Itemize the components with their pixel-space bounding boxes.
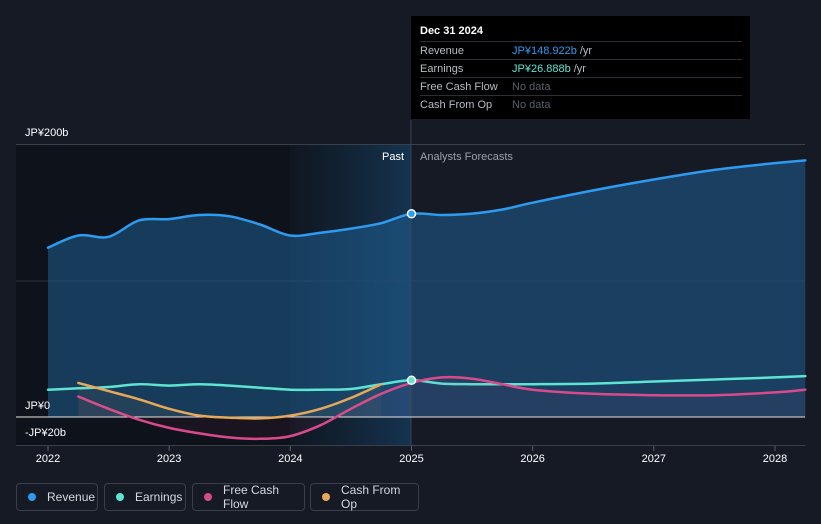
tooltip-row-revenue: Revenue JP¥148.922b /yr [420,41,742,59]
tooltip-label: Cash From Op [420,98,493,111]
tooltip-row-cash-from-op: Cash From Op No data [420,95,742,113]
free-cash-flow-line [77,375,807,441]
cash-from-op-line [77,381,383,420]
legend-item-cash-from-op[interactable]: Cash From Op [310,483,419,511]
tooltip-value: No data [512,80,551,93]
earnings-marker [406,375,417,386]
earnings-line [46,374,807,392]
y-label-top: JP¥200b [25,127,68,139]
tooltip: Dec 31 2024 Revenue JP¥148.922b /yr Earn… [411,16,750,119]
past-label: Past [382,151,404,163]
tooltip-row-free-cash-flow: Free Cash Flow No data [420,77,742,95]
x-tick-label: 2027 [642,453,666,465]
forecast-label: Analysts Forecasts [420,151,513,163]
tooltip-row-earnings: Earnings JP¥26.888b /yr [420,59,742,77]
tooltip-value: JP¥148.922b [512,44,577,57]
tooltip-value: JP¥26.888b [512,62,571,75]
tooltip-value: No data [512,98,551,111]
x-tick-label: 2023 [157,453,181,465]
x-tick-label: 2026 [520,453,544,465]
revenue-marker [406,209,417,219]
legend-label: Revenue [47,490,96,504]
legend-item-revenue[interactable]: Revenue [16,483,98,511]
legend-item-earnings[interactable]: Earnings [104,483,186,511]
legend-label: Earnings [135,490,183,504]
y-label-bottom: -JP¥20b [25,427,66,439]
legend-dot-icon [322,493,330,501]
legend-dot-icon [28,493,36,501]
tooltip-date: Dec 31 2024 [420,25,483,37]
legend-dot-icon [116,493,124,501]
legend-dot-icon [204,493,212,501]
legend-label: Cash From Op [341,483,401,511]
free-cash-flow-area [78,377,806,439]
legend-item-free-cash-flow[interactable]: Free Cash Flow [192,483,305,511]
cash-from-op-area [78,382,382,419]
y-label-zero: JP¥0 [25,400,50,412]
tooltip-label: Earnings [420,62,464,75]
legend-label: Free Cash Flow [223,483,280,511]
tooltip-unit: /yr [573,62,586,75]
x-tick-label: 2028 [763,453,787,465]
tooltip-label: Revenue [420,44,465,57]
x-tick-label: 2024 [278,453,302,465]
tooltip-label: Free Cash Flow [420,80,498,93]
x-tick-label: 2025 [399,453,423,465]
tooltip-unit: /yr [579,44,593,57]
x-tick-label: 2022 [36,453,60,465]
revenue-line [46,159,807,249]
revenue-area [48,160,806,417]
